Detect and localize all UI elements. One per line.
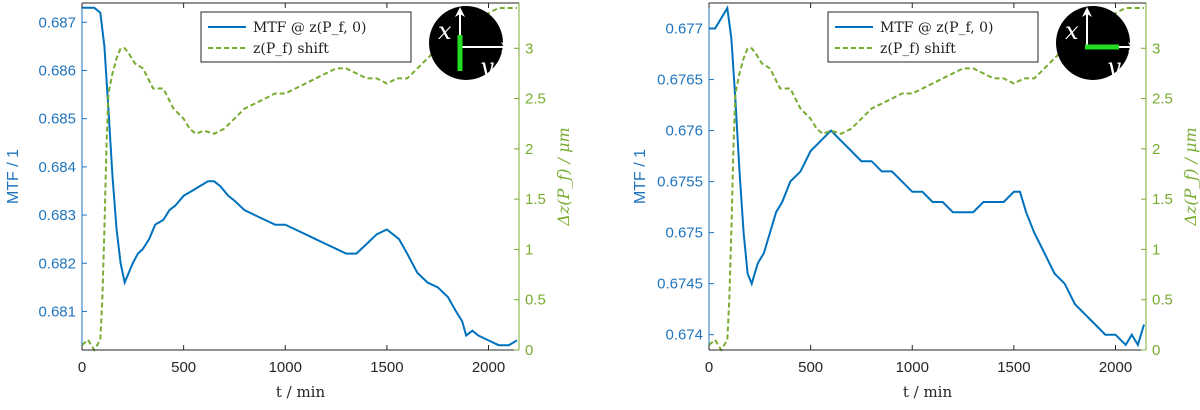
y-tick-label-right: 1 <box>1152 241 1160 258</box>
chart-panel-right: 0 500 1000 1500 2000 0.674 0.6745 0.675 0.6755 0.… <box>632 2 1200 401</box>
badge-disc <box>1056 6 1130 80</box>
badge-disc <box>429 6 503 80</box>
x-axis-label: t / min <box>276 383 326 401</box>
legend-label: MTF @ z(P_f, 0) <box>253 20 367 36</box>
x-tick-label: 2000 <box>472 359 505 376</box>
y-tick-label-left: 0.676 <box>665 123 703 140</box>
badge-y-label: y <box>1106 53 1121 81</box>
y-tick-label-right: 2.5 <box>1152 91 1173 108</box>
y-tick-label-left: 0.685 <box>38 111 76 128</box>
x-tick-label: 2000 <box>1099 359 1132 376</box>
legend-label: MTF @ z(P_f, 0) <box>880 20 994 36</box>
y-tick-label-left: 0.674 <box>665 327 703 344</box>
y-tick-label-left: 0.687 <box>38 14 76 31</box>
x-tick-label: 1000 <box>269 359 302 376</box>
badge-x-label: x <box>438 17 452 45</box>
y-tick-label-right: 2 <box>525 141 533 158</box>
series-line-mtf <box>709 5 1145 348</box>
y-tick-label-left: 0.683 <box>38 207 76 224</box>
orientation-badge: xy <box>1056 6 1138 81</box>
series-line-focus-shift <box>81 7 517 352</box>
y-tick-label-left: 0.6765 <box>657 72 703 89</box>
x-axis-label: t / min <box>903 383 953 401</box>
legend-label: z(P_f) shift <box>880 41 956 57</box>
y-axis-label-right: Δz(P_f) / μm <box>554 127 573 226</box>
y-tick-label-right: 0 <box>1152 342 1160 359</box>
orientation-badge: xy <box>429 6 511 81</box>
y-tick-label-right: 3 <box>525 40 533 57</box>
y-tick-label-right: 1.5 <box>525 191 546 208</box>
x-tick-label: 1500 <box>997 359 1030 376</box>
y-tick-label-right: 2 <box>1152 141 1160 158</box>
legend-label: z(P_f) shift <box>253 41 329 57</box>
x-tick-label: 500 <box>798 359 823 376</box>
y-tick-label-right: 0.5 <box>1152 292 1173 309</box>
y-tick-label-left: 0.684 <box>38 159 76 176</box>
y-tick-label-left: 0.6745 <box>657 276 703 293</box>
y-axis-label-left: MTF / 1 <box>5 149 22 204</box>
y-axis-label-left: MTF / 1 <box>632 149 649 204</box>
y-tick-label-left: 0.681 <box>38 303 76 320</box>
legend-box <box>200 11 412 63</box>
y-tick-label-left: 0.6755 <box>657 174 703 191</box>
x-tick-label: 1500 <box>370 359 403 376</box>
series-line-mtf <box>82 6 518 347</box>
x-tick-label: 0 <box>78 359 86 376</box>
y-tick-label-right: 2.5 <box>525 91 546 108</box>
y-tick-label-left: 0.682 <box>38 255 76 272</box>
x-tick-label: 500 <box>171 359 196 376</box>
x-tick-label: 0 <box>705 359 713 376</box>
y-tick-label-right: 1 <box>525 241 533 258</box>
y-tick-label-left: 0.675 <box>665 225 703 242</box>
chart-panel-left: 0 500 1000 1500 2000 0.681 0.682 0.683 0.684 0.68… <box>5 2 573 401</box>
y-tick-label-right: 3 <box>1152 40 1160 57</box>
x-tick-label: 1000 <box>896 359 929 376</box>
y-tick-label-right: 0.5 <box>525 292 546 309</box>
y-tick-label-left: 0.686 <box>38 62 76 79</box>
series-line-focus-shift <box>708 7 1144 352</box>
y-tick-label-right: 1.5 <box>1152 191 1173 208</box>
legend: MTF @ z(P_f, 0) z(P_f) shift <box>827 11 1039 63</box>
legend-box <box>827 11 1039 63</box>
badge-y-label: y <box>479 53 494 81</box>
badge-x-label: x <box>1065 17 1079 45</box>
legend: MTF @ z(P_f, 0) z(P_f) shift <box>200 11 412 63</box>
y-tick-label-left: 0.677 <box>665 21 703 38</box>
y-axis-label-right: Δz(P_f) / μm <box>1181 127 1200 226</box>
y-tick-label-right: 0 <box>525 342 533 359</box>
